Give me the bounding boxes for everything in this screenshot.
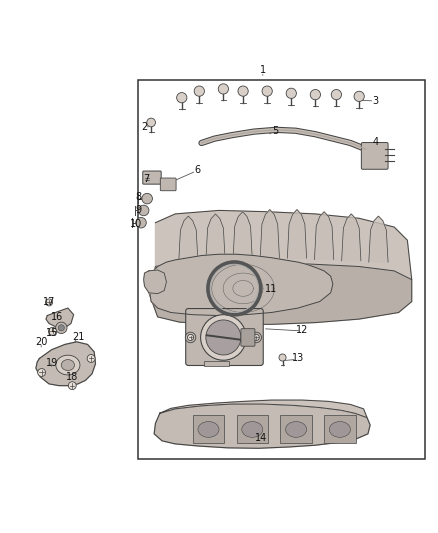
- Circle shape: [279, 354, 286, 361]
- Text: 7: 7: [144, 174, 150, 184]
- Polygon shape: [179, 216, 198, 262]
- Circle shape: [177, 93, 187, 103]
- Text: 9: 9: [135, 205, 141, 215]
- Text: 4: 4: [373, 136, 379, 147]
- Text: 3: 3: [373, 96, 379, 106]
- Polygon shape: [36, 342, 95, 386]
- Polygon shape: [144, 270, 166, 294]
- Circle shape: [331, 90, 342, 100]
- Circle shape: [147, 118, 155, 127]
- Bar: [237, 415, 268, 442]
- Text: 18: 18: [66, 372, 78, 382]
- Polygon shape: [160, 400, 367, 418]
- Text: 5: 5: [272, 126, 278, 136]
- Text: 16: 16: [51, 312, 63, 322]
- Circle shape: [251, 332, 261, 343]
- Circle shape: [238, 86, 248, 96]
- Text: 2: 2: [141, 122, 148, 132]
- Polygon shape: [314, 212, 334, 260]
- Ellipse shape: [61, 360, 74, 370]
- Text: 19: 19: [46, 358, 58, 368]
- Bar: [324, 415, 356, 442]
- Circle shape: [310, 90, 321, 100]
- FancyBboxPatch shape: [160, 178, 176, 191]
- Polygon shape: [342, 214, 361, 261]
- Text: 10: 10: [130, 219, 142, 229]
- Polygon shape: [260, 209, 279, 258]
- Polygon shape: [287, 209, 307, 258]
- Text: 8: 8: [135, 192, 141, 203]
- Circle shape: [38, 368, 46, 376]
- Circle shape: [253, 334, 259, 341]
- Bar: [193, 415, 224, 442]
- Polygon shape: [149, 254, 333, 316]
- Polygon shape: [233, 212, 252, 260]
- Text: 11: 11: [265, 284, 278, 294]
- Circle shape: [206, 320, 241, 355]
- Text: 17: 17: [43, 297, 55, 308]
- Bar: [204, 361, 229, 366]
- Text: 14: 14: [254, 433, 267, 443]
- FancyBboxPatch shape: [361, 142, 388, 169]
- Circle shape: [46, 299, 53, 306]
- Circle shape: [354, 91, 364, 101]
- Polygon shape: [46, 308, 74, 328]
- Circle shape: [262, 86, 272, 96]
- Polygon shape: [155, 211, 412, 280]
- Circle shape: [286, 88, 297, 99]
- Circle shape: [187, 334, 194, 341]
- Ellipse shape: [242, 422, 263, 437]
- Polygon shape: [154, 404, 370, 448]
- Polygon shape: [369, 216, 388, 262]
- Circle shape: [218, 84, 229, 94]
- Ellipse shape: [286, 422, 307, 437]
- Text: 12: 12: [296, 325, 308, 335]
- Ellipse shape: [56, 355, 80, 375]
- Circle shape: [201, 314, 246, 360]
- Circle shape: [136, 217, 146, 228]
- Circle shape: [87, 354, 95, 362]
- Text: 13: 13: [292, 353, 304, 364]
- Text: 6: 6: [194, 165, 200, 175]
- Text: 21: 21: [72, 332, 84, 342]
- Circle shape: [56, 322, 67, 334]
- Text: 15: 15: [46, 328, 58, 338]
- Polygon shape: [206, 214, 225, 261]
- Circle shape: [49, 327, 57, 335]
- Ellipse shape: [329, 422, 350, 437]
- FancyBboxPatch shape: [143, 171, 161, 184]
- FancyBboxPatch shape: [186, 309, 263, 366]
- Circle shape: [142, 193, 152, 204]
- Polygon shape: [149, 262, 412, 324]
- Text: 1: 1: [260, 65, 266, 75]
- Circle shape: [194, 86, 205, 96]
- Circle shape: [58, 325, 64, 331]
- Bar: [280, 415, 312, 442]
- Text: 20: 20: [35, 337, 48, 347]
- Ellipse shape: [198, 422, 219, 437]
- Circle shape: [185, 332, 196, 343]
- Circle shape: [138, 205, 149, 216]
- Bar: [138, 80, 425, 459]
- FancyBboxPatch shape: [241, 329, 255, 346]
- Circle shape: [68, 382, 76, 390]
